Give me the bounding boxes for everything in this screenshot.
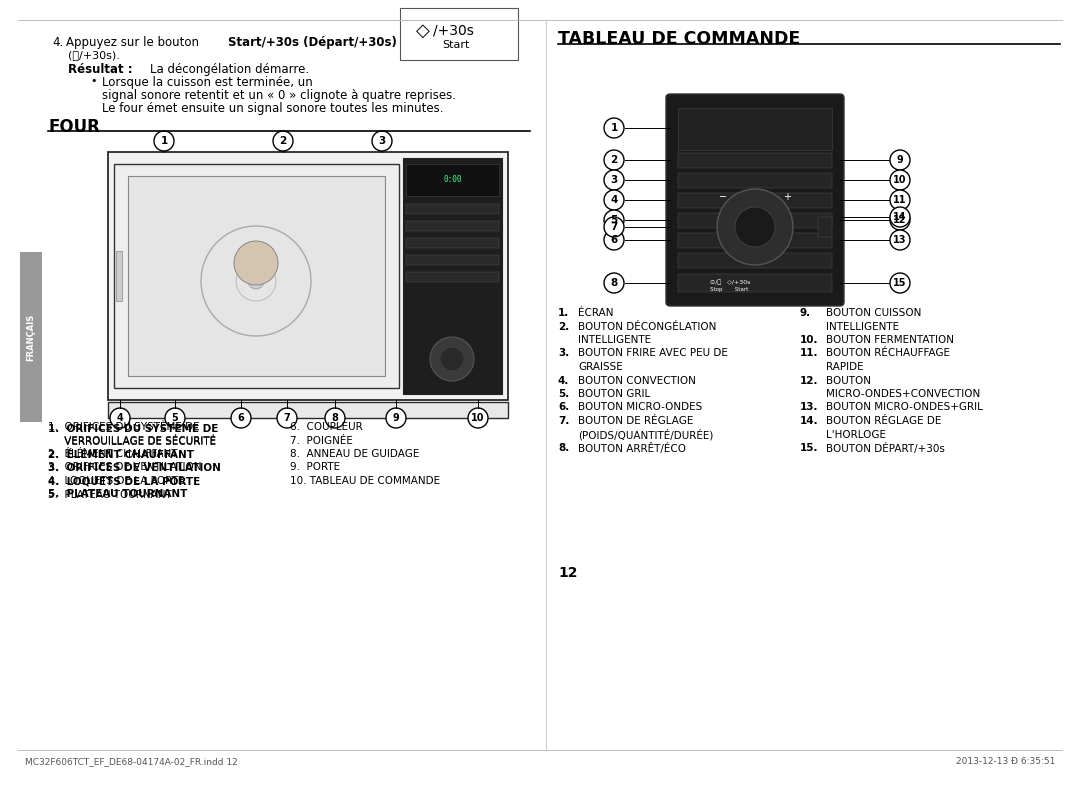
Text: BOUTON CUISSON: BOUTON CUISSON <box>826 308 921 318</box>
Text: 14.: 14. <box>800 416 819 426</box>
FancyBboxPatch shape <box>406 204 499 214</box>
Circle shape <box>273 131 293 151</box>
Circle shape <box>110 408 130 428</box>
Circle shape <box>154 131 174 151</box>
Text: 9.: 9. <box>800 308 811 318</box>
Text: MC32F606TCT_EF_DE68-04174A-02_FR.indd 12: MC32F606TCT_EF_DE68-04174A-02_FR.indd 12 <box>25 757 238 767</box>
Text: 11.: 11. <box>800 348 819 359</box>
Circle shape <box>890 230 910 250</box>
Text: BOUTON FRIRE AVEC PEU DE: BOUTON FRIRE AVEC PEU DE <box>578 348 728 359</box>
Text: 9: 9 <box>896 155 903 165</box>
Text: La décongélation démarre.: La décongélation démarre. <box>150 63 309 76</box>
Text: 1.  ORIFICES DU SYSTÈME DE: 1. ORIFICES DU SYSTÈME DE <box>48 424 218 434</box>
FancyBboxPatch shape <box>21 252 42 422</box>
Text: signal sonore retentit et un « 0 » clignote à quatre reprises.: signal sonore retentit et un « 0 » clign… <box>102 89 456 102</box>
Text: BOUTON GRIL: BOUTON GRIL <box>578 389 650 399</box>
Text: •: • <box>90 76 96 86</box>
Text: 13.: 13. <box>800 402 819 413</box>
Text: MICRO-ONDES+CONVECTION: MICRO-ONDES+CONVECTION <box>826 389 981 399</box>
Circle shape <box>604 118 624 138</box>
Text: RAPIDE: RAPIDE <box>826 362 864 372</box>
Text: 1.  ORIFICES DU SYSTÈME DE: 1. ORIFICES DU SYSTÈME DE <box>48 422 200 432</box>
Circle shape <box>430 337 474 381</box>
Text: 8: 8 <box>610 278 618 288</box>
Text: 9: 9 <box>393 413 400 423</box>
FancyBboxPatch shape <box>406 255 499 265</box>
Text: BOUTON DE RÉGLAGE: BOUTON DE RÉGLAGE <box>578 416 693 426</box>
Text: BOUTON MICRO-ONDES: BOUTON MICRO-ONDES <box>578 402 702 413</box>
Text: TABLEAU DE COMMANDE: TABLEAU DE COMMANDE <box>558 30 800 48</box>
Text: BOUTON MICRO-ONDES+GRIL: BOUTON MICRO-ONDES+GRIL <box>826 402 983 413</box>
Text: /+30s: /+30s <box>433 23 474 37</box>
Text: 10.: 10. <box>800 335 819 345</box>
FancyBboxPatch shape <box>678 233 832 248</box>
FancyBboxPatch shape <box>114 164 399 388</box>
Text: +: + <box>783 192 791 202</box>
FancyBboxPatch shape <box>666 94 843 306</box>
Text: FRANÇAIS: FRANÇAIS <box>27 314 36 360</box>
Text: 12.: 12. <box>800 375 819 386</box>
Text: (POIDS/QUANTITÉ/DURÉE): (POIDS/QUANTITÉ/DURÉE) <box>578 429 714 441</box>
Text: 6.  COUPLEUR: 6. COUPLEUR <box>291 422 363 432</box>
Circle shape <box>604 150 624 170</box>
Text: 11: 11 <box>893 195 907 205</box>
Circle shape <box>386 408 406 428</box>
FancyBboxPatch shape <box>678 253 832 268</box>
FancyBboxPatch shape <box>400 8 518 60</box>
Circle shape <box>604 170 624 190</box>
Text: GRAISSE: GRAISSE <box>578 362 623 372</box>
Text: BOUTON DÉCONGÉLATION: BOUTON DÉCONGÉLATION <box>578 322 716 332</box>
Text: 3.: 3. <box>558 348 569 359</box>
FancyBboxPatch shape <box>406 238 499 248</box>
Text: 4: 4 <box>610 195 618 205</box>
Text: Stop       Start: Stop Start <box>710 287 748 292</box>
Text: 3.  ORIFICES DE VENTILATION: 3. ORIFICES DE VENTILATION <box>48 463 221 473</box>
Text: Lorsque la cuisson est terminée, un: Lorsque la cuisson est terminée, un <box>102 76 313 89</box>
Text: 10: 10 <box>471 413 485 423</box>
Circle shape <box>890 207 910 227</box>
Text: BOUTON ARRÊT/ÉCO: BOUTON ARRÊT/ÉCO <box>578 443 686 454</box>
Text: 7: 7 <box>284 413 291 423</box>
Text: ÉCRAN: ÉCRAN <box>578 308 613 318</box>
Text: 2013-12-13 Ð 6:35:51: 2013-12-13 Ð 6:35:51 <box>956 757 1055 767</box>
Text: Appuyez sur le bouton: Appuyez sur le bouton <box>66 36 203 49</box>
Text: ⊙/⏻   ◇/+30s: ⊙/⏻ ◇/+30s <box>710 280 751 285</box>
FancyBboxPatch shape <box>108 152 508 400</box>
Text: 10. TABLEAU DE COMMANDE: 10. TABLEAU DE COMMANDE <box>291 476 441 486</box>
Circle shape <box>717 189 793 265</box>
Circle shape <box>604 210 624 230</box>
FancyBboxPatch shape <box>818 217 832 237</box>
Text: Start/+30s (Départ/+30s): Start/+30s (Départ/+30s) <box>228 36 396 49</box>
Circle shape <box>231 408 251 428</box>
FancyBboxPatch shape <box>678 213 832 228</box>
Text: 5: 5 <box>172 413 178 423</box>
Text: 3.  ORIFICES DE VENTILATION: 3. ORIFICES DE VENTILATION <box>48 463 202 473</box>
Text: 7.: 7. <box>558 416 569 426</box>
Text: BOUTON DÉPART/+30s: BOUTON DÉPART/+30s <box>826 443 945 454</box>
Text: 4.  LOQUETS DE LA PORTE: 4. LOQUETS DE LA PORTE <box>48 476 200 486</box>
Circle shape <box>440 347 464 371</box>
Text: 8: 8 <box>332 413 338 423</box>
Circle shape <box>735 207 775 247</box>
Text: 0:00: 0:00 <box>443 176 462 185</box>
FancyBboxPatch shape <box>678 153 832 168</box>
Text: 14: 14 <box>893 212 907 222</box>
Circle shape <box>604 230 624 250</box>
Text: 4.: 4. <box>558 375 569 386</box>
Circle shape <box>325 408 345 428</box>
Text: 6: 6 <box>238 413 244 423</box>
Text: INTELLIGENTE: INTELLIGENTE <box>826 322 900 332</box>
Text: BOUTON RÉGLAGE DE: BOUTON RÉGLAGE DE <box>826 416 942 426</box>
Text: BOUTON FERMENTATION: BOUTON FERMENTATION <box>826 335 954 345</box>
FancyBboxPatch shape <box>129 176 384 376</box>
Text: VERROUILLAGE DE SÉCURITÉ: VERROUILLAGE DE SÉCURITÉ <box>48 436 216 445</box>
Text: 2.  ÉLÉMENT CHAUFFANT: 2. ÉLÉMENT CHAUFFANT <box>48 449 177 459</box>
Text: 3: 3 <box>610 175 618 185</box>
Text: INTELLIGENTE: INTELLIGENTE <box>578 335 651 345</box>
Circle shape <box>165 408 185 428</box>
Text: 15: 15 <box>893 278 907 288</box>
Text: ◇: ◇ <box>416 22 430 40</box>
Circle shape <box>372 131 392 151</box>
FancyBboxPatch shape <box>108 402 508 418</box>
